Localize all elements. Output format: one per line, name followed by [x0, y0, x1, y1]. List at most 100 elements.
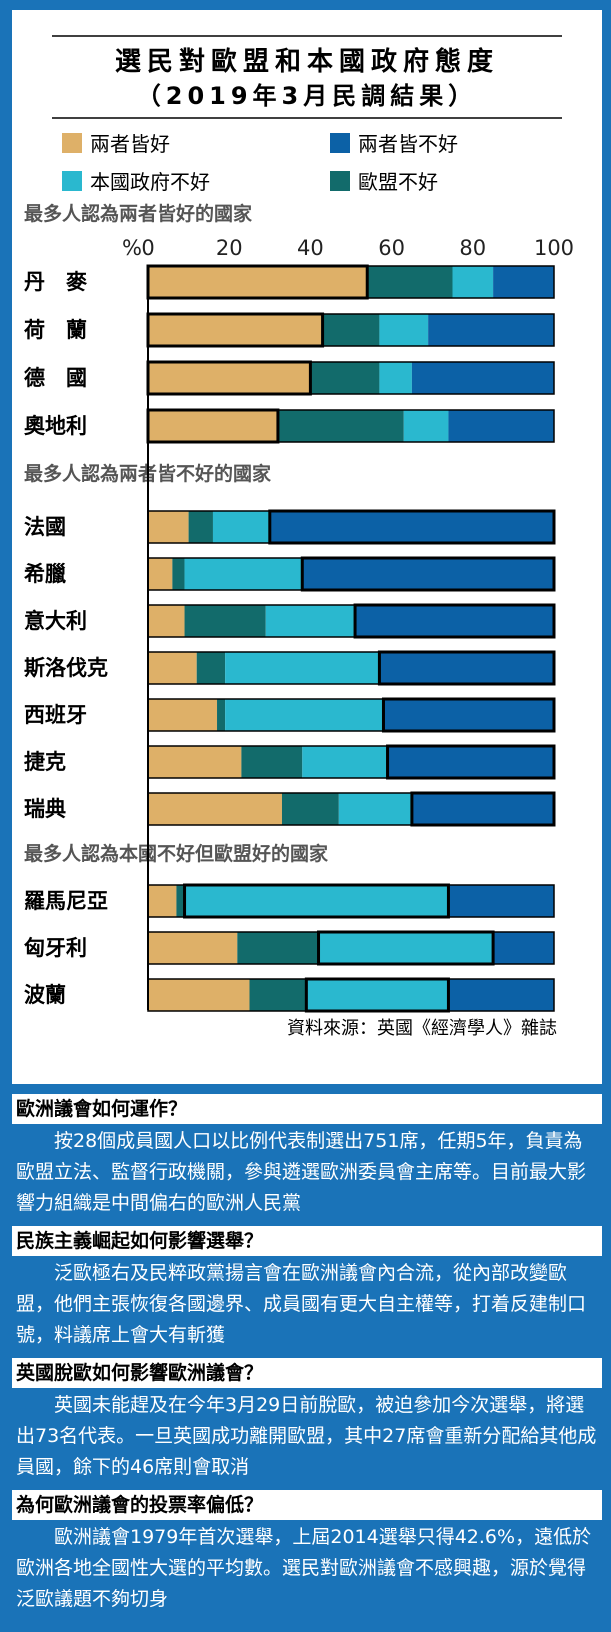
bar-segment-2 [176, 885, 185, 917]
legend-label: 歐盟不好 [358, 170, 438, 194]
highlight-outline [386, 744, 556, 780]
faq-block-1: 歐洲議會如何運作？ 按28個成員國人口以比例代表制選出751席，任期5年，負責為… [12, 1094, 602, 1219]
faq-question: 為何歐洲議會的投票率偏低？ [12, 1490, 602, 1520]
bar-segment-2 [217, 699, 226, 731]
faq-block-4: 為何歐洲議會的投票率偏低？ 歐洲議會1979年首次選舉，上屆2014選舉只得42… [12, 1490, 602, 1615]
bar-segment-2 [184, 605, 266, 637]
bar-segment-1 [148, 699, 218, 731]
x-tick-label: 80 [459, 236, 486, 260]
bar-segment-4 [493, 266, 554, 298]
chart-panel: 選民對歐盟和本國政府態度 （2019年3月民調結果） 兩者皆好 兩者皆不好 本國政府不好… [12, 10, 602, 1084]
legend-label: 本國政府不好 [90, 170, 210, 194]
chart-subtitle: （2019年3月民調結果） [137, 82, 478, 110]
stacked-bar-chart: 選民對歐盟和本國政府態度 （2019年3月民調結果） 兩者皆好 兩者皆不好本國政府不好… [24, 35, 574, 1039]
bar-segment-2 [281, 793, 339, 825]
faq-question: 歐洲議會如何運作？ [12, 1094, 602, 1124]
x-tick-label: 0 [141, 236, 154, 260]
bar-segment-3 [306, 979, 449, 1011]
x-tick-label: 20 [216, 236, 243, 260]
bar-segment-1 [148, 793, 282, 825]
country-label: 法國 [24, 514, 66, 539]
faq-answer: 歐洲議會1979年首次選舉，上屆2014選舉只得42.6%，遠低於歐洲各地全國性… [16, 1526, 592, 1610]
bar-segment-4 [387, 746, 554, 778]
bar-segment-2 [196, 652, 226, 684]
bar-segment-3 [338, 793, 412, 825]
bar-segment-2 [172, 558, 185, 590]
bar-segment-4 [448, 885, 554, 917]
country-label: 波蘭 [24, 982, 66, 1007]
bar-segment-4 [269, 511, 554, 543]
bar-segment-4 [383, 699, 554, 731]
country-label: 奧地利 [24, 413, 87, 438]
bar-segment-4 [411, 362, 554, 394]
bar-segment-4 [493, 932, 554, 964]
bar-segment-1 [148, 362, 311, 394]
bar-segment-3 [184, 558, 303, 590]
highlight-outline [410, 791, 556, 827]
bar-segment-1 [148, 314, 323, 346]
country-label: 西班牙 [24, 702, 87, 727]
bar-segment-2 [310, 362, 380, 394]
faq-answer: 英國未能趕及在今年3月29日前脫歐，被迫參加今次選舉，將選出73名代表。一旦英國… [16, 1394, 597, 1478]
bar-segment-4 [302, 558, 554, 590]
bar-segment-2 [241, 746, 303, 778]
bar-segment-1 [148, 932, 238, 964]
highlight-outline [381, 697, 556, 733]
legend-swatch [330, 133, 350, 153]
bar-segment-2 [237, 932, 319, 964]
bar-segment-4 [448, 979, 554, 1011]
country-label: 羅馬尼亞 [24, 888, 108, 913]
highlight-outline [304, 977, 450, 1013]
group-title: 最多人認為本國不好但歐盟好的國家 [24, 842, 329, 865]
highlight-outline [353, 603, 556, 639]
country-label: 匈牙利 [24, 935, 87, 960]
bar-segment-1 [148, 266, 368, 298]
axis-unit: % [122, 236, 142, 260]
chart-title: 選民對歐盟和本國政府態度 [115, 46, 499, 77]
x-tick-label: 60 [378, 236, 405, 260]
bar-segment-1 [148, 885, 177, 917]
faq-block-2: 民族主義崛起如何影響選舉？ 泛歐極右及民粹政黨揚言會在歐洲議會內合流，從內部改變… [12, 1226, 602, 1351]
bar-segment-2 [367, 266, 453, 298]
faq-answer: 按28個成員國人口以比例代表制選出751席，任期5年，負責為歐盟立法、監督行政機… [16, 1130, 587, 1214]
country-label: 荷 蘭 [24, 317, 87, 342]
faq-answer: 泛歐極右及民粹政黨揚言會在歐洲議會內合流，從內部改變歐盟，他們主張恢復各國邊界、… [16, 1262, 587, 1346]
bar-segment-2 [249, 979, 307, 1011]
bar-segment-4 [411, 793, 554, 825]
bar-segment-1 [148, 652, 197, 684]
faq-block-3: 英國脫歐如何影響歐洲議會？ 英國未能趕及在今年3月29日前脫歐，被迫參加今次選舉… [12, 1358, 602, 1483]
bar-segment-4 [355, 605, 554, 637]
bar-segment-3 [225, 652, 380, 684]
bar-segment-3 [225, 699, 384, 731]
bar-segment-3 [212, 511, 270, 543]
bar-segment-2 [277, 410, 404, 442]
legend-swatch [62, 133, 82, 153]
bar-segment-4 [379, 652, 554, 684]
bar-segment-4 [428, 314, 554, 346]
bar-segment-1 [148, 410, 278, 442]
country-label: 瑞典 [24, 796, 66, 821]
faq-question: 民族主義崛起如何影響選舉？ [12, 1226, 602, 1256]
bar-segment-3 [265, 605, 356, 637]
country-label: 丹 麥 [24, 269, 88, 294]
highlight-outline [268, 509, 556, 545]
bar-segment-4 [448, 410, 554, 442]
bar-segment-1 [148, 746, 242, 778]
bar-segment-3 [318, 932, 494, 964]
country-label: 希臘 [24, 561, 66, 586]
legend-swatch [330, 171, 350, 191]
highlight-outline [183, 883, 450, 919]
bar-segment-3 [379, 314, 429, 346]
bar-segment-1 [148, 979, 250, 1011]
country-label: 捷克 [24, 749, 66, 774]
group-title: 最多人認為兩者皆好的國家 [24, 202, 253, 225]
bar-segment-3 [302, 746, 388, 778]
country-label: 德 國 [24, 365, 87, 390]
bar-segment-3 [452, 266, 494, 298]
legend-label: 兩者皆不好 [358, 132, 458, 156]
bar-segment-3 [379, 362, 412, 394]
bar-segment-1 [148, 605, 185, 637]
highlight-outline [317, 930, 495, 966]
country-label: 斯洛伐克 [24, 655, 108, 680]
bar-segment-1 [148, 558, 173, 590]
